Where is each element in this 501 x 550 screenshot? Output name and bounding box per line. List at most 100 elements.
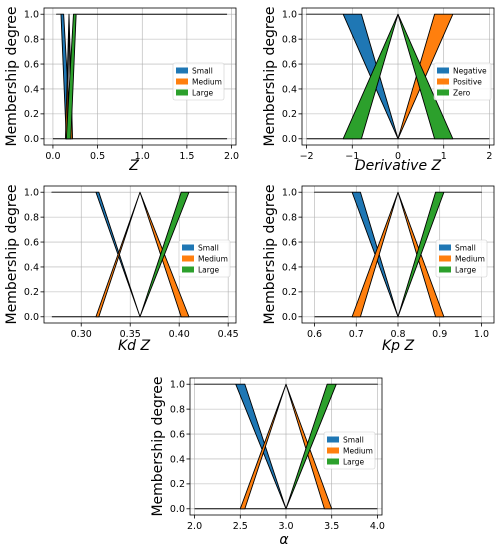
series-medium bbox=[95, 191, 190, 318]
y-tick-label: 1.0 bbox=[282, 188, 297, 199]
y-tick-label: 0.6 bbox=[24, 237, 39, 248]
legend-swatch-small bbox=[176, 67, 188, 74]
y-tick-label: 0.4 bbox=[170, 454, 185, 465]
x-tick-label: 0 bbox=[395, 151, 401, 162]
y-tick-label: 0.8 bbox=[282, 212, 297, 223]
legend-label-large: Large bbox=[455, 266, 476, 275]
legend-label-large: Large bbox=[343, 458, 364, 467]
axes-frame bbox=[43, 7, 237, 146]
legend-swatch-medium bbox=[439, 255, 451, 262]
legend-label-zero: Zero bbox=[453, 89, 471, 98]
y-tick-label: 1.0 bbox=[282, 10, 297, 21]
x-tick-label: 2.0 bbox=[224, 151, 239, 162]
legend-swatch-medium bbox=[182, 255, 194, 262]
y-tick-label: 0.4 bbox=[282, 84, 297, 95]
x-tick-label: −2 bbox=[300, 151, 314, 162]
y-tick-label: 0.2 bbox=[24, 287, 39, 298]
y-tick-label: 0.4 bbox=[24, 262, 39, 273]
y-tick-label: 0.2 bbox=[24, 109, 39, 120]
y-tick-label: 0.4 bbox=[24, 84, 39, 95]
legend: Small Medium Large bbox=[323, 431, 376, 470]
series-medium bbox=[239, 383, 333, 510]
x-tick-label: 0.0 bbox=[45, 151, 60, 162]
x-axis-label: α bbox=[279, 532, 289, 548]
legend-swatch-medium bbox=[327, 447, 339, 454]
legend-label-large: Large bbox=[198, 266, 219, 275]
legend-swatch-large bbox=[176, 89, 188, 96]
y-axis-label: Membership degree bbox=[150, 376, 166, 516]
y-axis-label: Membership degree bbox=[262, 6, 278, 146]
x-tick-label: 0.9 bbox=[432, 329, 447, 340]
y-tick-label: 0.0 bbox=[170, 504, 185, 515]
y-axis-label: Membership degree bbox=[4, 184, 20, 324]
legend: Small Medium Large bbox=[172, 62, 225, 101]
x-axis-label: Kd Z bbox=[118, 338, 151, 354]
legend-label-small: Small bbox=[455, 244, 476, 253]
y-tick-label: 0.4 bbox=[282, 262, 297, 273]
legend-label-medium: Medium bbox=[455, 255, 485, 264]
legend-swatch-small bbox=[327, 436, 339, 443]
y-tick-label: 0.6 bbox=[24, 59, 39, 70]
x-tick-label: 0.45 bbox=[218, 329, 239, 340]
x-tick-label: 0.30 bbox=[71, 329, 92, 340]
y-tick-label: 0.8 bbox=[24, 212, 39, 223]
series-large bbox=[139, 191, 229, 318]
legend-swatch-positive bbox=[437, 78, 449, 85]
x-tick-label: 0.8 bbox=[390, 329, 405, 340]
legend-label-positive: Positive bbox=[453, 78, 482, 87]
x-tick-label: 0.5 bbox=[90, 151, 105, 162]
legend: Negative Positive Zero bbox=[433, 62, 492, 101]
subplot-1: 0.0 0.5 1.0 1.5 2.00.00.20.40.60.81.0ZMember… bbox=[4, 6, 239, 174]
legend-swatch-large bbox=[439, 266, 451, 273]
y-tick-label: 1.0 bbox=[170, 380, 185, 391]
y-tick-label: 0.2 bbox=[282, 109, 297, 120]
x-tick-label: 2.5 bbox=[233, 521, 248, 532]
legend-label-medium: Medium bbox=[343, 447, 373, 456]
legend-label-medium: Medium bbox=[198, 255, 228, 264]
x-tick-label: 0.6 bbox=[307, 329, 322, 340]
y-axis-label: Membership degree bbox=[4, 6, 20, 146]
x-tick-label: 0.7 bbox=[349, 329, 364, 340]
y-tick-label: 0.0 bbox=[24, 312, 39, 323]
y-tick-label: 0.0 bbox=[282, 134, 297, 145]
subplot-2: −2 −1 0 1 2 0.0 0.2 0.4 0.6 0.8 1.0 Derivative Z Mem… bbox=[262, 6, 495, 174]
y-tick-label: 0.0 bbox=[282, 312, 297, 323]
legend-swatch-negative bbox=[437, 67, 449, 74]
legend-label-small: Small bbox=[192, 67, 213, 76]
series-zero bbox=[342, 13, 454, 140]
legend-swatch-small bbox=[439, 244, 451, 251]
y-tick-label: 1.0 bbox=[24, 10, 39, 21]
x-axis-label: Derivative Z bbox=[355, 158, 442, 174]
subplot-5: 2.0 2.5 3.0 3.5 4.0 0.0 0.2 0.4 0.6 0.8 1.0 α Member… bbox=[150, 376, 385, 548]
legend-swatch-zero bbox=[437, 89, 449, 96]
series-large bbox=[285, 383, 378, 510]
x-tick-label: 1.0 bbox=[135, 151, 150, 162]
y-tick-label: 0.0 bbox=[24, 134, 39, 145]
legend-swatch-large bbox=[182, 266, 194, 273]
y-tick-label: 0.2 bbox=[282, 287, 297, 298]
y-tick-label: 1.0 bbox=[24, 188, 39, 199]
legend: Small Medium Large bbox=[178, 239, 231, 278]
x-tick-label: 1.0 bbox=[474, 329, 489, 340]
y-axis-label: Membership degree bbox=[262, 184, 278, 324]
x-tick-label: 3.0 bbox=[278, 521, 293, 532]
x-tick-label: 0.40 bbox=[169, 329, 190, 340]
axes-frame bbox=[43, 185, 237, 324]
series-large bbox=[397, 191, 482, 318]
legend-swatch-medium bbox=[176, 78, 188, 85]
subplot-4: 0.6 0.7 0.8 0.9 1.0 0.0 0.2 0.4 0.6 0.8 1.0 Kp Z Mem… bbox=[262, 184, 495, 354]
legend-label-large: Large bbox=[192, 89, 213, 98]
legend-label-small: Small bbox=[198, 244, 219, 253]
subplot-3: 0.30 0.35 0.40 0.45 0.0 0.2 0.4 0.6 0.8 1.0 Kd Z Me… bbox=[4, 184, 239, 354]
y-tick-label: 0.6 bbox=[282, 237, 297, 248]
x-axis-label: Kp Z bbox=[382, 338, 415, 354]
legend-label-small: Small bbox=[343, 436, 364, 445]
x-tick-label: 3.5 bbox=[324, 521, 339, 532]
y-tick-label: 0.8 bbox=[282, 34, 297, 45]
y-tick-label: 0.6 bbox=[170, 429, 185, 440]
x-tick-label: 2.0 bbox=[187, 521, 202, 532]
x-tick-label: 1.5 bbox=[179, 151, 194, 162]
legend-swatch-large bbox=[327, 458, 339, 465]
y-tick-label: 0.6 bbox=[282, 59, 297, 70]
